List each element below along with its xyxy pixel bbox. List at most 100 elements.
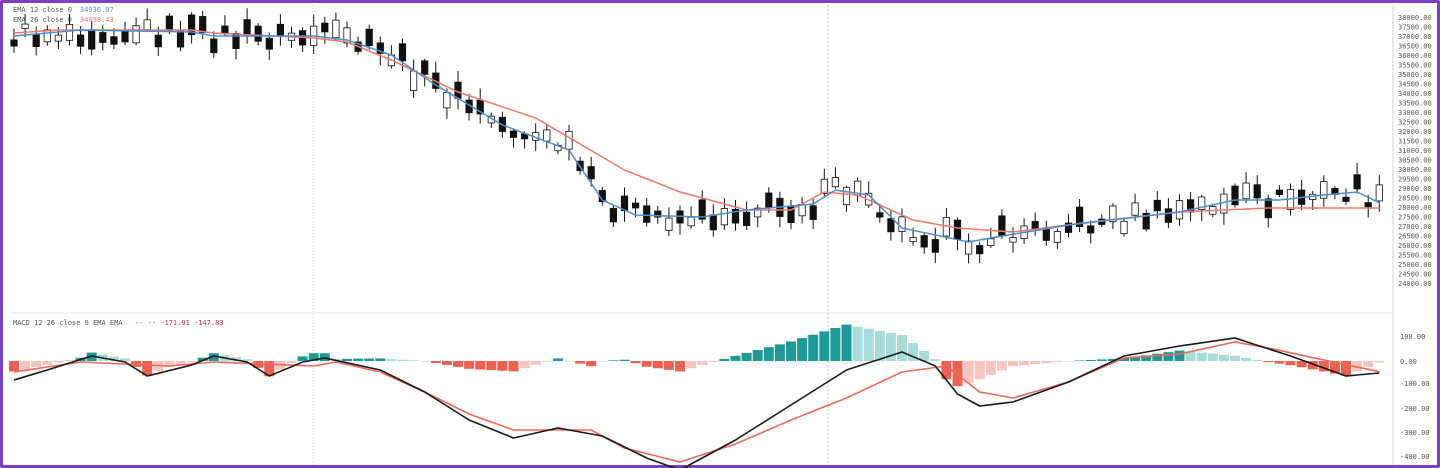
candle bbox=[1087, 220, 1095, 244]
candle bbox=[754, 204, 762, 228]
candle bbox=[942, 207, 951, 240]
candle bbox=[1342, 188, 1350, 205]
candle bbox=[1309, 190, 1317, 211]
macd-histogram-bar bbox=[930, 359, 941, 361]
candle-body bbox=[1164, 208, 1172, 223]
candle-body bbox=[1342, 196, 1350, 202]
candle bbox=[543, 124, 551, 149]
macd-histogram-bar bbox=[1207, 353, 1218, 361]
macd-axis-tick: -300.00 bbox=[1400, 429, 1430, 437]
candle-body bbox=[587, 166, 595, 180]
macd-histogram-bar bbox=[530, 361, 541, 365]
candle bbox=[1320, 175, 1328, 207]
macd-histogram-bar bbox=[297, 356, 308, 361]
macd-histogram-bar bbox=[663, 361, 674, 370]
candle bbox=[121, 21, 129, 46]
candle-body bbox=[77, 34, 85, 47]
macd-histogram bbox=[9, 324, 1385, 387]
candle-body bbox=[210, 38, 218, 54]
candle bbox=[310, 14, 318, 55]
candle-body bbox=[831, 177, 840, 188]
candle-body bbox=[199, 16, 207, 33]
candle-body bbox=[243, 19, 251, 36]
macd-histogram-bar bbox=[841, 324, 852, 361]
candle-body bbox=[276, 23, 285, 37]
macd-axis-tick: -200.00 bbox=[1400, 405, 1430, 413]
macd-histogram-bar bbox=[874, 330, 885, 361]
macd-histogram-bar bbox=[619, 359, 630, 361]
candle-body bbox=[509, 130, 518, 138]
macd-histogram-bar bbox=[464, 361, 475, 369]
macd-histogram-bar bbox=[763, 347, 774, 361]
macd-histogram-bar bbox=[830, 327, 841, 361]
candle bbox=[609, 204, 618, 227]
candle-body bbox=[176, 30, 185, 48]
macd-histogram-bar bbox=[608, 360, 619, 361]
candle-body bbox=[398, 43, 407, 62]
candle-body bbox=[876, 212, 884, 218]
price-axis-tick: 35000.00 bbox=[1398, 71, 1432, 79]
candle bbox=[643, 198, 651, 227]
candle-body bbox=[343, 27, 351, 44]
candle-body bbox=[88, 29, 96, 50]
price-axis-tick: 33500.00 bbox=[1398, 100, 1432, 108]
macd-histogram-bar bbox=[197, 357, 208, 361]
macd-axis-tick: -100.00 bbox=[1400, 380, 1430, 388]
ema-fast-legend-label: EMA 12 close 0 bbox=[13, 6, 72, 14]
ema-slow-legend-value: 34698.43 bbox=[80, 16, 114, 24]
candle bbox=[787, 199, 795, 230]
candle-body bbox=[543, 129, 551, 142]
macd-histogram-bar bbox=[175, 361, 186, 365]
macd-histogram-bar bbox=[319, 353, 330, 361]
candle bbox=[409, 59, 418, 98]
ema-fast-legend-value: 34936.07 bbox=[80, 6, 114, 14]
macd-histogram-bar bbox=[1063, 361, 1074, 362]
macd-histogram-bar bbox=[264, 361, 275, 377]
macd-legend-label: MACD 12 26 close 9 EMA EMA bbox=[13, 319, 123, 327]
macd-histogram-bar bbox=[941, 361, 952, 380]
macd-histogram-bar bbox=[719, 358, 730, 361]
candle bbox=[21, 13, 29, 38]
candle bbox=[632, 197, 640, 218]
macd-histogram-bar bbox=[353, 358, 364, 361]
candle bbox=[1175, 194, 1184, 226]
candle-body bbox=[643, 205, 651, 223]
candle-body bbox=[987, 238, 995, 246]
candle bbox=[265, 32, 273, 60]
macd-histogram-bar bbox=[1252, 359, 1263, 361]
price-axis-tick: 24000.00 bbox=[1398, 280, 1432, 288]
candle-body bbox=[365, 28, 373, 47]
price-axis-tick: 36000.00 bbox=[1398, 52, 1432, 60]
price-axis-tick: 29000.00 bbox=[1398, 185, 1432, 193]
candle-body bbox=[665, 217, 673, 231]
candle-body bbox=[443, 91, 451, 109]
candle-body bbox=[909, 237, 917, 243]
macd-histogram-bar bbox=[552, 358, 563, 361]
macd-histogram-bar bbox=[1141, 355, 1152, 361]
macd-histogram-bar bbox=[1185, 351, 1196, 361]
macd-line bbox=[13, 337, 1380, 468]
candle-body bbox=[976, 245, 984, 255]
candle-body bbox=[920, 235, 928, 248]
candle bbox=[687, 206, 695, 229]
macd-histogram-bar bbox=[208, 353, 219, 361]
macd-histogram-bar bbox=[786, 341, 796, 361]
candle-body bbox=[99, 32, 107, 43]
macd-histogram-bar bbox=[342, 358, 352, 361]
candle-body bbox=[43, 29, 51, 43]
candle bbox=[976, 241, 984, 264]
macd-histogram-bar bbox=[497, 361, 508, 371]
candle bbox=[665, 207, 673, 236]
candle bbox=[920, 232, 928, 254]
candle-body bbox=[687, 216, 695, 227]
price-axis-tick: 38000.00 bbox=[1398, 14, 1432, 22]
macd-histogram-bar bbox=[1218, 354, 1229, 361]
candle bbox=[88, 20, 96, 56]
price-axis-tick: 33000.00 bbox=[1398, 109, 1432, 117]
macd-histogram-bar bbox=[1296, 361, 1307, 368]
price-axis-tick: 31500.00 bbox=[1398, 138, 1432, 146]
candle-body bbox=[931, 239, 939, 253]
macd-histogram-bar bbox=[730, 355, 741, 361]
